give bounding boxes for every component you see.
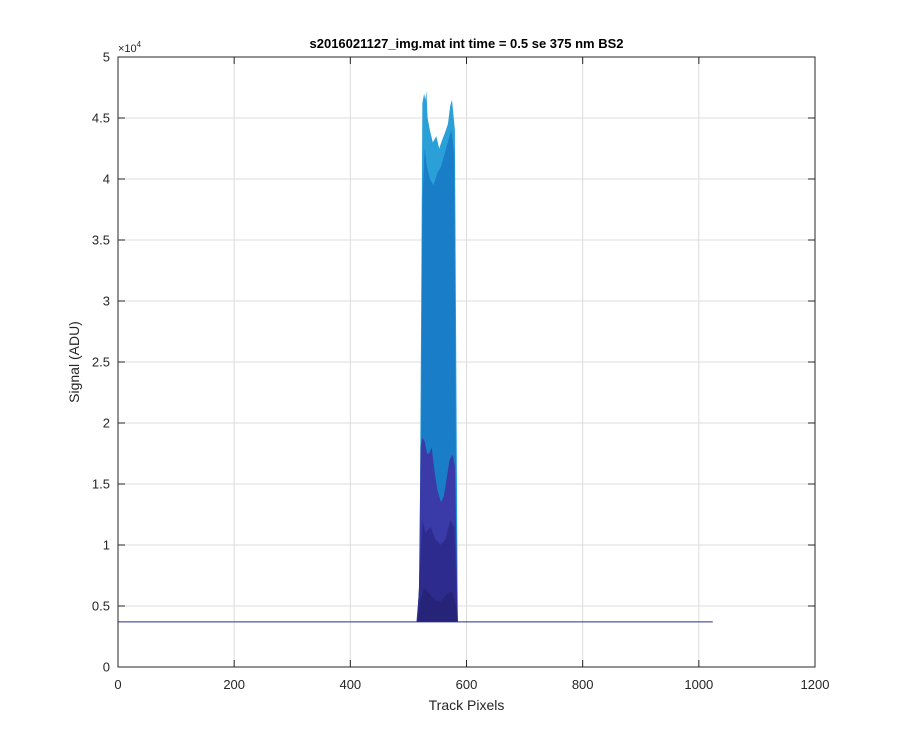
x-tick-label: 200 [223, 677, 245, 692]
x-axis-label: Track Pixels [429, 697, 505, 713]
x-tick-label: 400 [339, 677, 361, 692]
series-area-5 [417, 587, 458, 622]
y-tick-label: 3.5 [92, 233, 110, 248]
data-areas [416, 91, 458, 622]
x-tick-label: 0 [114, 677, 121, 692]
y-tick-label: 2.5 [92, 355, 110, 370]
tick-labels: 0 200 400 600 800 1000 1200 0 0.5 1 1.5 2 2.5 3 3.5 4 4.… [92, 50, 830, 693]
axis-ticks [117, 56, 816, 668]
y-tick-label: 4.5 [92, 111, 110, 126]
y-tick-label: 4 [103, 172, 110, 187]
chart-title: s2016021127_img.mat int time = 0.5 se 37… [310, 36, 624, 51]
y-axis-label: Signal (ADU) [66, 321, 82, 403]
y-tick-label: 3 [103, 294, 110, 309]
y-tick-label: 1.5 [92, 477, 110, 492]
y-tick-label: 5 [103, 50, 110, 65]
y-tick-label: 2 [103, 416, 110, 431]
y-tick-label: 0 [103, 660, 110, 675]
x-tick-label: 800 [572, 677, 594, 692]
y-tick-label: 0.5 [92, 599, 110, 614]
x-tick-label: 1200 [801, 677, 830, 692]
x-tick-label: 1000 [684, 677, 713, 692]
y-tick-label: 1 [103, 538, 110, 553]
y-exponent-label: ×104 [118, 40, 142, 55]
x-tick-label: 600 [456, 677, 478, 692]
